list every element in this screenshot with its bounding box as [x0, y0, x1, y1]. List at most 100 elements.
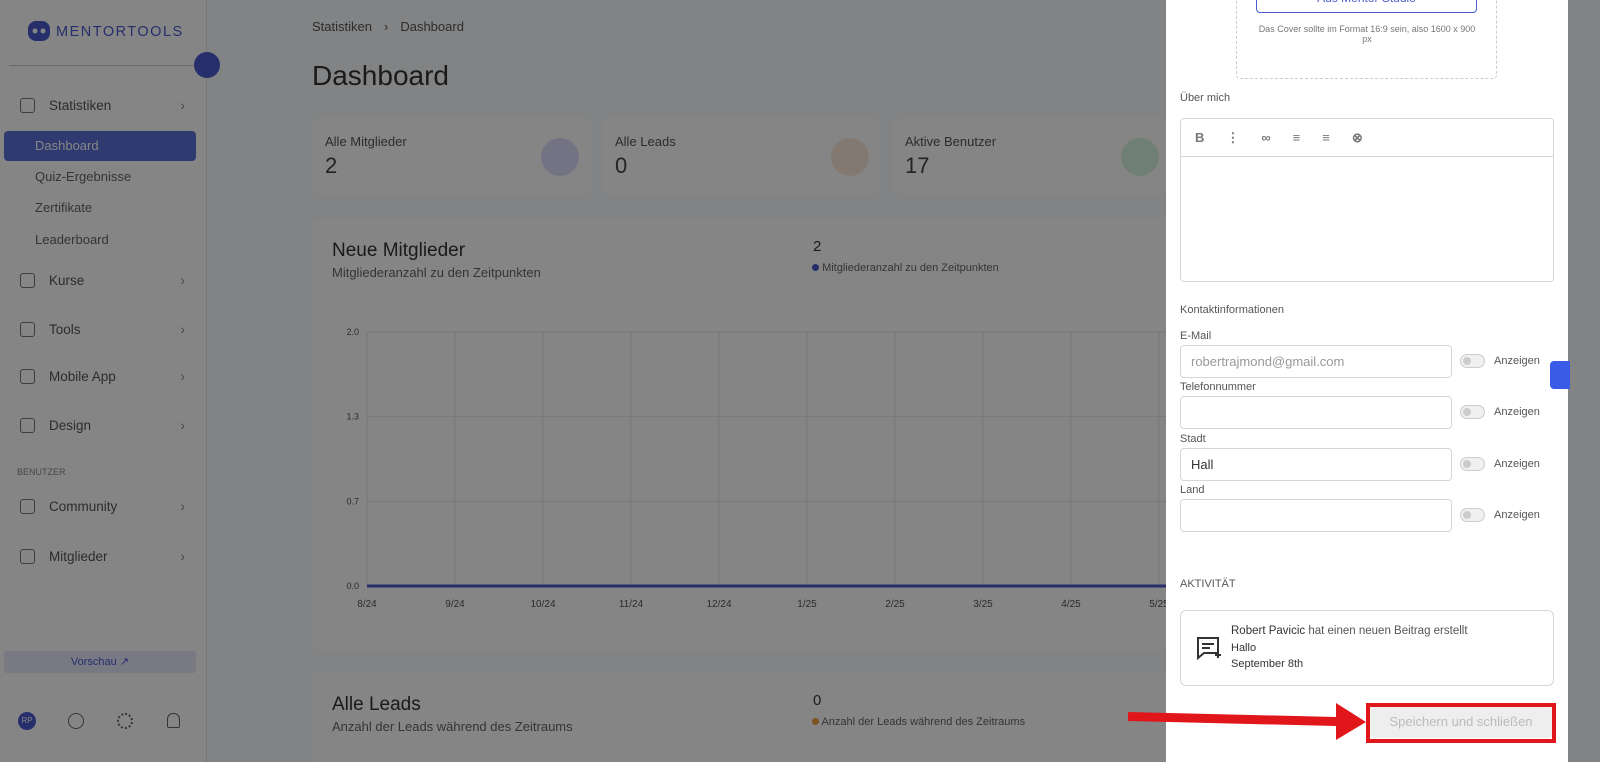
x-tick-label: 1/25 [797, 599, 817, 610]
rich-text-editor[interactable]: B⋮∞≡≡⊗ [1180, 118, 1554, 282]
stat-icon [831, 138, 869, 176]
toggle-label: Anzeigen [1494, 355, 1540, 367]
activity-action: hat einen neuen Beitrag erstellt [1308, 625, 1468, 637]
highlight-box [1366, 703, 1556, 743]
cover-button[interactable]: Aus Mentor Studio [1256, 0, 1477, 13]
nav-label: Kurse [49, 273, 85, 288]
nav-subitem[interactable]: Quiz-Ergebnisse [35, 169, 132, 184]
x-tick-label: 12/24 [706, 599, 731, 610]
toggle-label: Anzeigen [1494, 406, 1540, 419]
nav-label: Tools [49, 322, 81, 337]
field-label: Stadt [1180, 432, 1206, 445]
page-title: Dashboard [312, 60, 449, 91]
stat-card: Alle Mitglieder 2 [313, 118, 591, 194]
x-tick-label: 2/25 [885, 599, 905, 610]
x-tick-label: 5/25 [1149, 599, 1169, 610]
stat-card: Alle Leads 0 [603, 118, 881, 194]
chart-total: 2 [813, 238, 822, 255]
toggle[interactable] [1460, 456, 1485, 471]
activity-text: Hallo [1231, 642, 1257, 654]
x-tick-label: 11/24 [619, 599, 644, 610]
nav-item[interactable]: Tools › [20, 322, 185, 337]
settings-tab[interactable] [1550, 361, 1570, 389]
toggle[interactable] [1460, 354, 1485, 368]
chart-total: 0 [813, 692, 822, 709]
chart-subtitle: Anzahl der Leads während des Zeitraums [332, 719, 573, 734]
nav-label: Mitglieder [49, 549, 108, 564]
activity-heading: AKTIVITÄT [1180, 578, 1236, 590]
contact-heading: Kontaktinformationen [1180, 304, 1284, 316]
stat-icon [541, 138, 579, 176]
y-tick-label: 2.0 [346, 327, 359, 337]
text-input[interactable]: robertrajmond@gmail.com [1180, 345, 1452, 378]
activity-author[interactable]: Robert Pavicic [1231, 625, 1306, 637]
y-tick-label: 0.7 [346, 496, 359, 506]
y-tick-label: 1.3 [346, 412, 359, 422]
toggle-label: Anzeigen [1494, 457, 1540, 470]
chart-legend: Mitgliederanzahl zu den Zeitpunkten [812, 262, 999, 274]
help-icon[interactable] [68, 713, 84, 729]
field-label: Telefonnummer [1180, 381, 1256, 394]
nav-subitem[interactable]: Leaderboard [35, 232, 109, 247]
profile-drawer: Aus Mentor Studio Das Cover sollte im Fo… [1166, 0, 1568, 762]
stat-label: Alle Mitglieder [325, 134, 407, 149]
breadcrumb-item[interactable]: Statistiken [312, 19, 372, 34]
nav-item[interactable]: Design › [20, 418, 185, 433]
arrow [1128, 703, 1366, 740]
nav-item[interactable]: Community › [20, 499, 185, 514]
x-tick-label: 10/24 [530, 599, 555, 610]
x-tick-label: 4/25 [1061, 599, 1081, 610]
chart-card: Alle Leads Anzahl der Leads während des … [313, 672, 1213, 762]
nav-label: Mobile App [49, 369, 116, 384]
x-tick-label: 9/24 [445, 599, 465, 610]
brand: MENTORTOOLS [56, 24, 184, 40]
cover-dropzone[interactable] [1236, 0, 1497, 79]
nav-label: Design [49, 418, 92, 433]
nav-item[interactable]: Mobile App › [20, 369, 185, 384]
nav-label: Community [49, 499, 118, 514]
field-label: Land [1180, 483, 1205, 496]
nav-item[interactable]: Kurse › [20, 273, 185, 288]
field-label: E-Mail [1180, 330, 1212, 342]
field-value: Hall [1191, 456, 1214, 472]
chart-plot: 2.0 1.3 0.7 0.0 8/24 9/24 10/24 11/24 12/24 1/25 2… [346, 327, 1213, 610]
activity-line: Robert Pavicic hat einen neuen Beitrag e… [1231, 625, 1468, 637]
separator: › [383, 19, 389, 34]
chart-card: Neue Mitglieder Mitgliederanzahl zu den … [313, 218, 1213, 650]
nav-subitem[interactable]: Zertifikate [35, 200, 93, 215]
cover-hint: Das Cover sollte im Format 16:9 sein, al… [1258, 24, 1476, 44]
chart-title: Alle Leads [332, 694, 421, 715]
stat-value: 0 [615, 153, 628, 178]
editor-toolbar[interactable]: B⋮∞≡≡⊗ [1181, 119, 1553, 157]
sidebar: MENTORTOOLS BENUTZER Vorschau ↗ RP Stati… [0, 0, 220, 762]
legend-label: Anzahl der Leads während des Zeitraums [821, 716, 1026, 728]
stat-icon [1121, 138, 1159, 176]
activity-card: Robert Pavicic hat einen neuen Beitrag e… [1180, 610, 1554, 686]
nav-item[interactable]: Mitglieder › [20, 549, 185, 564]
bell-icon[interactable] [167, 713, 180, 728]
preview-button[interactable]: Vorschau ↗ [4, 651, 196, 673]
active-item [4, 131, 196, 161]
toggle[interactable] [1460, 507, 1485, 522]
x-tick-label: 3/25 [973, 599, 993, 610]
activity-date: September 8th [1231, 658, 1304, 670]
text-input[interactable]: Hall [1180, 447, 1452, 481]
stat-label: Aktive Benutzer [905, 134, 997, 149]
avatar[interactable]: RP [18, 712, 36, 730]
chart-title: Neue Mitglieder [332, 240, 466, 261]
toggle-label: Anzeigen [1494, 508, 1540, 521]
nav-item[interactable]: Statistiken › [20, 98, 185, 113]
nav-subitem[interactable]: Dashboard [35, 138, 99, 153]
toggle[interactable] [1460, 405, 1485, 420]
collapse-button[interactable] [194, 52, 220, 78]
settings-icon[interactable] [117, 713, 133, 729]
legend-label: Mitgliederanzahl zu den Zeitpunkten [822, 262, 999, 274]
save-button[interactable]: Speichern und schließen [1370, 706, 1552, 738]
text-input[interactable] [1180, 396, 1452, 430]
text-input[interactable] [1180, 498, 1452, 532]
divider [9, 65, 194, 66]
